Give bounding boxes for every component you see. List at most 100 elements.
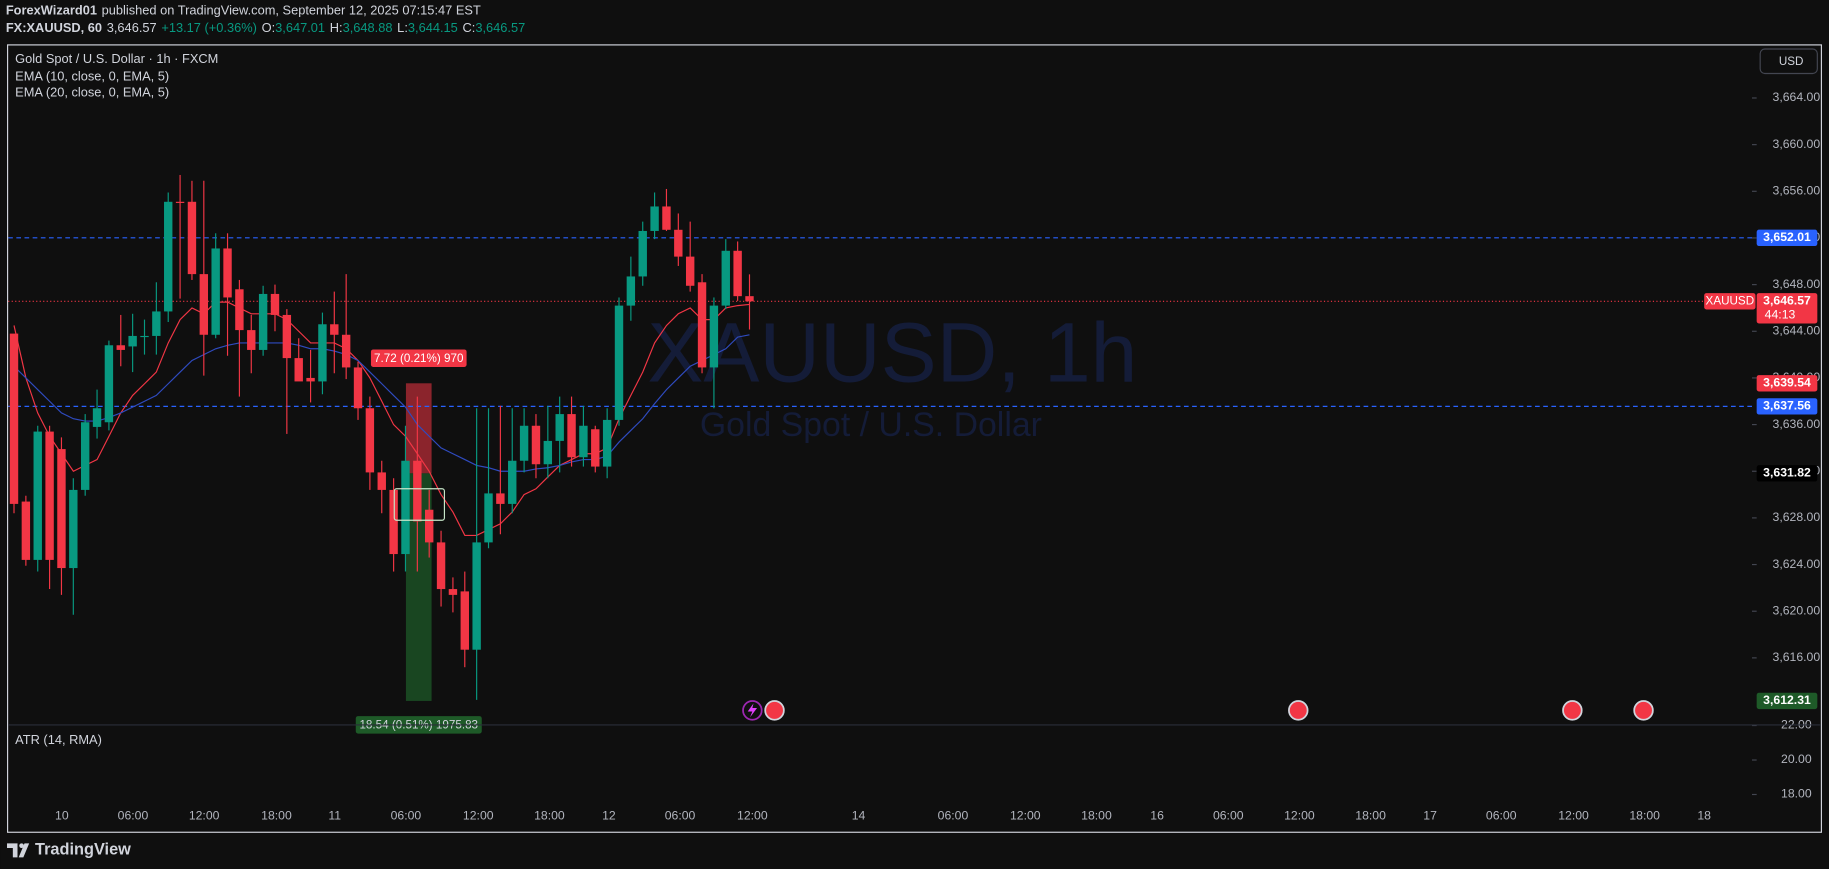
event-icon[interactable]: [1633, 700, 1654, 721]
atr-y-tick-label: 18.00: [1781, 787, 1812, 801]
candle-body: [92, 408, 102, 427]
currency[interactable]: USD: [1779, 55, 1804, 68]
candle-body: [294, 358, 303, 382]
candle-body: [460, 591, 469, 650]
x-tick-label: 06:00: [1486, 809, 1517, 823]
candle-body: [401, 460, 410, 555]
candle-body: [626, 276, 636, 306]
candle-body: [282, 314, 292, 359]
ema-line: [13, 334, 750, 472]
watermark-description: Gold Spot / U.S. Dollar: [700, 406, 1042, 444]
y-tick-label: 3,628.00: [1773, 510, 1821, 524]
x-tick-label: 18:00: [1629, 809, 1660, 823]
candle-body: [211, 248, 220, 335]
symbol-tag: XAUUSD: [1706, 294, 1755, 307]
y-tick-label: 3,616.00: [1773, 650, 1821, 664]
ema-line: [13, 301, 750, 536]
candle-body: [662, 206, 671, 230]
candle-body: [330, 324, 339, 335]
candle-body: [448, 589, 458, 595]
candle-body: [543, 440, 553, 465]
candle-body: [140, 335, 149, 338]
currency-button[interactable]: [1759, 48, 1818, 75]
candle-body: [235, 289, 244, 331]
candle-body: [555, 414, 564, 441]
x-tick-label: 10: [55, 809, 69, 823]
measure-center: [393, 488, 446, 521]
plot-layer: XAUUSD, 1h Gold Spot / U.S. Dollar 3,616.0…: [8, 90, 1820, 823]
x-tick-label: 06:00: [118, 809, 149, 823]
event-icon[interactable]: [1562, 700, 1583, 721]
candle-body: [674, 229, 683, 257]
y-tick-label: 3,624.00: [1773, 557, 1821, 571]
x-tick-label: 18:00: [1355, 809, 1386, 823]
candle-body: [650, 206, 659, 231]
candle-body: [519, 425, 529, 461]
ohlc-value: 3,648.88: [343, 21, 393, 36]
x-tick-label: 06:00: [938, 809, 969, 823]
ohlc-key: C:: [462, 21, 475, 36]
candle-body: [602, 419, 612, 467]
candle-body: [9, 333, 19, 504]
x-tick-label: 11: [328, 809, 341, 823]
event-icon[interactable]: [1288, 700, 1309, 721]
candle-body: [164, 201, 173, 312]
candle-body: [318, 324, 327, 382]
candle-body: [389, 489, 398, 555]
price-line-label: 3,652.01: [1763, 230, 1811, 244]
x-tick-label: 12:00: [1284, 809, 1315, 823]
y-tick-label: 3,656.00: [1773, 184, 1821, 198]
brand: TradingView: [35, 841, 131, 859]
price-line-label-bg: [1756, 229, 1818, 247]
candle-body: [745, 296, 754, 302]
candle-body: [579, 425, 588, 458]
candle-body: [341, 334, 351, 368]
ohlc-key: L:: [397, 21, 408, 36]
x-tick-label: 06:00: [1213, 809, 1244, 823]
candle-body: [33, 431, 42, 560]
candle-body: [591, 429, 600, 467]
candle-body: [531, 425, 541, 465]
candle-body: [484, 493, 493, 543]
candle-body: [69, 489, 78, 569]
candle-body: [187, 201, 197, 275]
author: ForexWizard01 published on TradingView.co…: [6, 3, 481, 18]
change: +13.17 (+0.36%): [161, 21, 257, 36]
candle-body: [175, 201, 185, 203]
x-tick-label: 12: [602, 809, 616, 823]
ohlc-value: 3,646.57: [475, 21, 525, 36]
measure-down-price-bg: [1756, 692, 1818, 710]
last: 3,646.57: [107, 21, 157, 36]
last-price-label: 3,646.57: [1763, 294, 1811, 308]
last-price-bg: [1756, 293, 1818, 324]
measure-up-price-bg: [1756, 375, 1818, 392]
measure-start-price-bg: [1756, 465, 1818, 482]
event-icons: [742, 700, 1654, 721]
x-tick-label: 18:00: [1081, 809, 1112, 823]
measure-up-label-bg: [370, 349, 467, 367]
price-line-label-bg: [1756, 398, 1818, 415]
candle-body: [223, 248, 232, 298]
x-tick-label: 16: [1150, 809, 1164, 823]
brand-logo: [7, 843, 30, 858]
x-tick-label: 18: [1697, 809, 1711, 823]
published: published on TradingView.com, September …: [102, 3, 481, 18]
x-tick-label: 12:00: [1010, 809, 1041, 823]
event-icon[interactable]: [764, 700, 785, 721]
candle-body: [638, 230, 647, 277]
candle-body: [567, 414, 576, 458]
legend-entry: EMA (10, close, 0, EMA, 5): [15, 68, 169, 83]
x-tick-label: 12:00: [737, 809, 768, 823]
y-tick-label: 3,664.00: [1773, 90, 1821, 104]
measure-down-price: 3,612.31: [1763, 693, 1811, 707]
x-tick-label: 06:00: [391, 809, 422, 823]
candle-body: [365, 408, 375, 473]
atr-title: ATR (14, RMA): [15, 732, 102, 747]
quote-line: FX:XAUUSD, 60 3,646.57 +13.17 (+0.36%) O:3,…: [6, 21, 525, 36]
y-tick-label: 3,660.00: [1773, 137, 1821, 151]
ohlc-key: H:: [330, 21, 343, 36]
measure-up-price: 3,639.54: [1763, 376, 1811, 390]
candle-body: [116, 345, 125, 350]
